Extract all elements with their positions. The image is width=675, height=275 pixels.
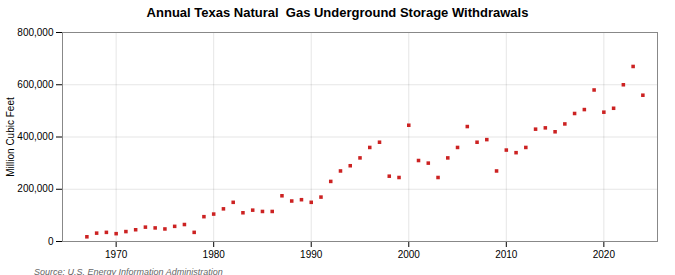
svg-text:800,000: 800,000	[17, 27, 54, 38]
svg-text:600,000: 600,000	[17, 79, 54, 90]
html-text:Annual Texas Natural Gas Under: Annual Texas Natural Gas Underground Sto…	[146, 5, 529, 20]
svg-text:1980: 1980	[203, 249, 226, 260]
svg-text:Million Cubic Feet: Million Cubic Feet	[5, 97, 16, 177]
svg-text:400,000: 400,000	[17, 131, 54, 142]
svg-text:2020: 2020	[593, 249, 616, 260]
svg-text:0: 0	[48, 236, 54, 247]
svg-text:2010: 2010	[495, 249, 518, 260]
svg-text:200,000: 200,000	[17, 183, 54, 194]
svg-text:1990: 1990	[300, 249, 323, 260]
svg-text:1970: 1970	[105, 249, 128, 260]
svg-text:2000: 2000	[398, 249, 421, 260]
